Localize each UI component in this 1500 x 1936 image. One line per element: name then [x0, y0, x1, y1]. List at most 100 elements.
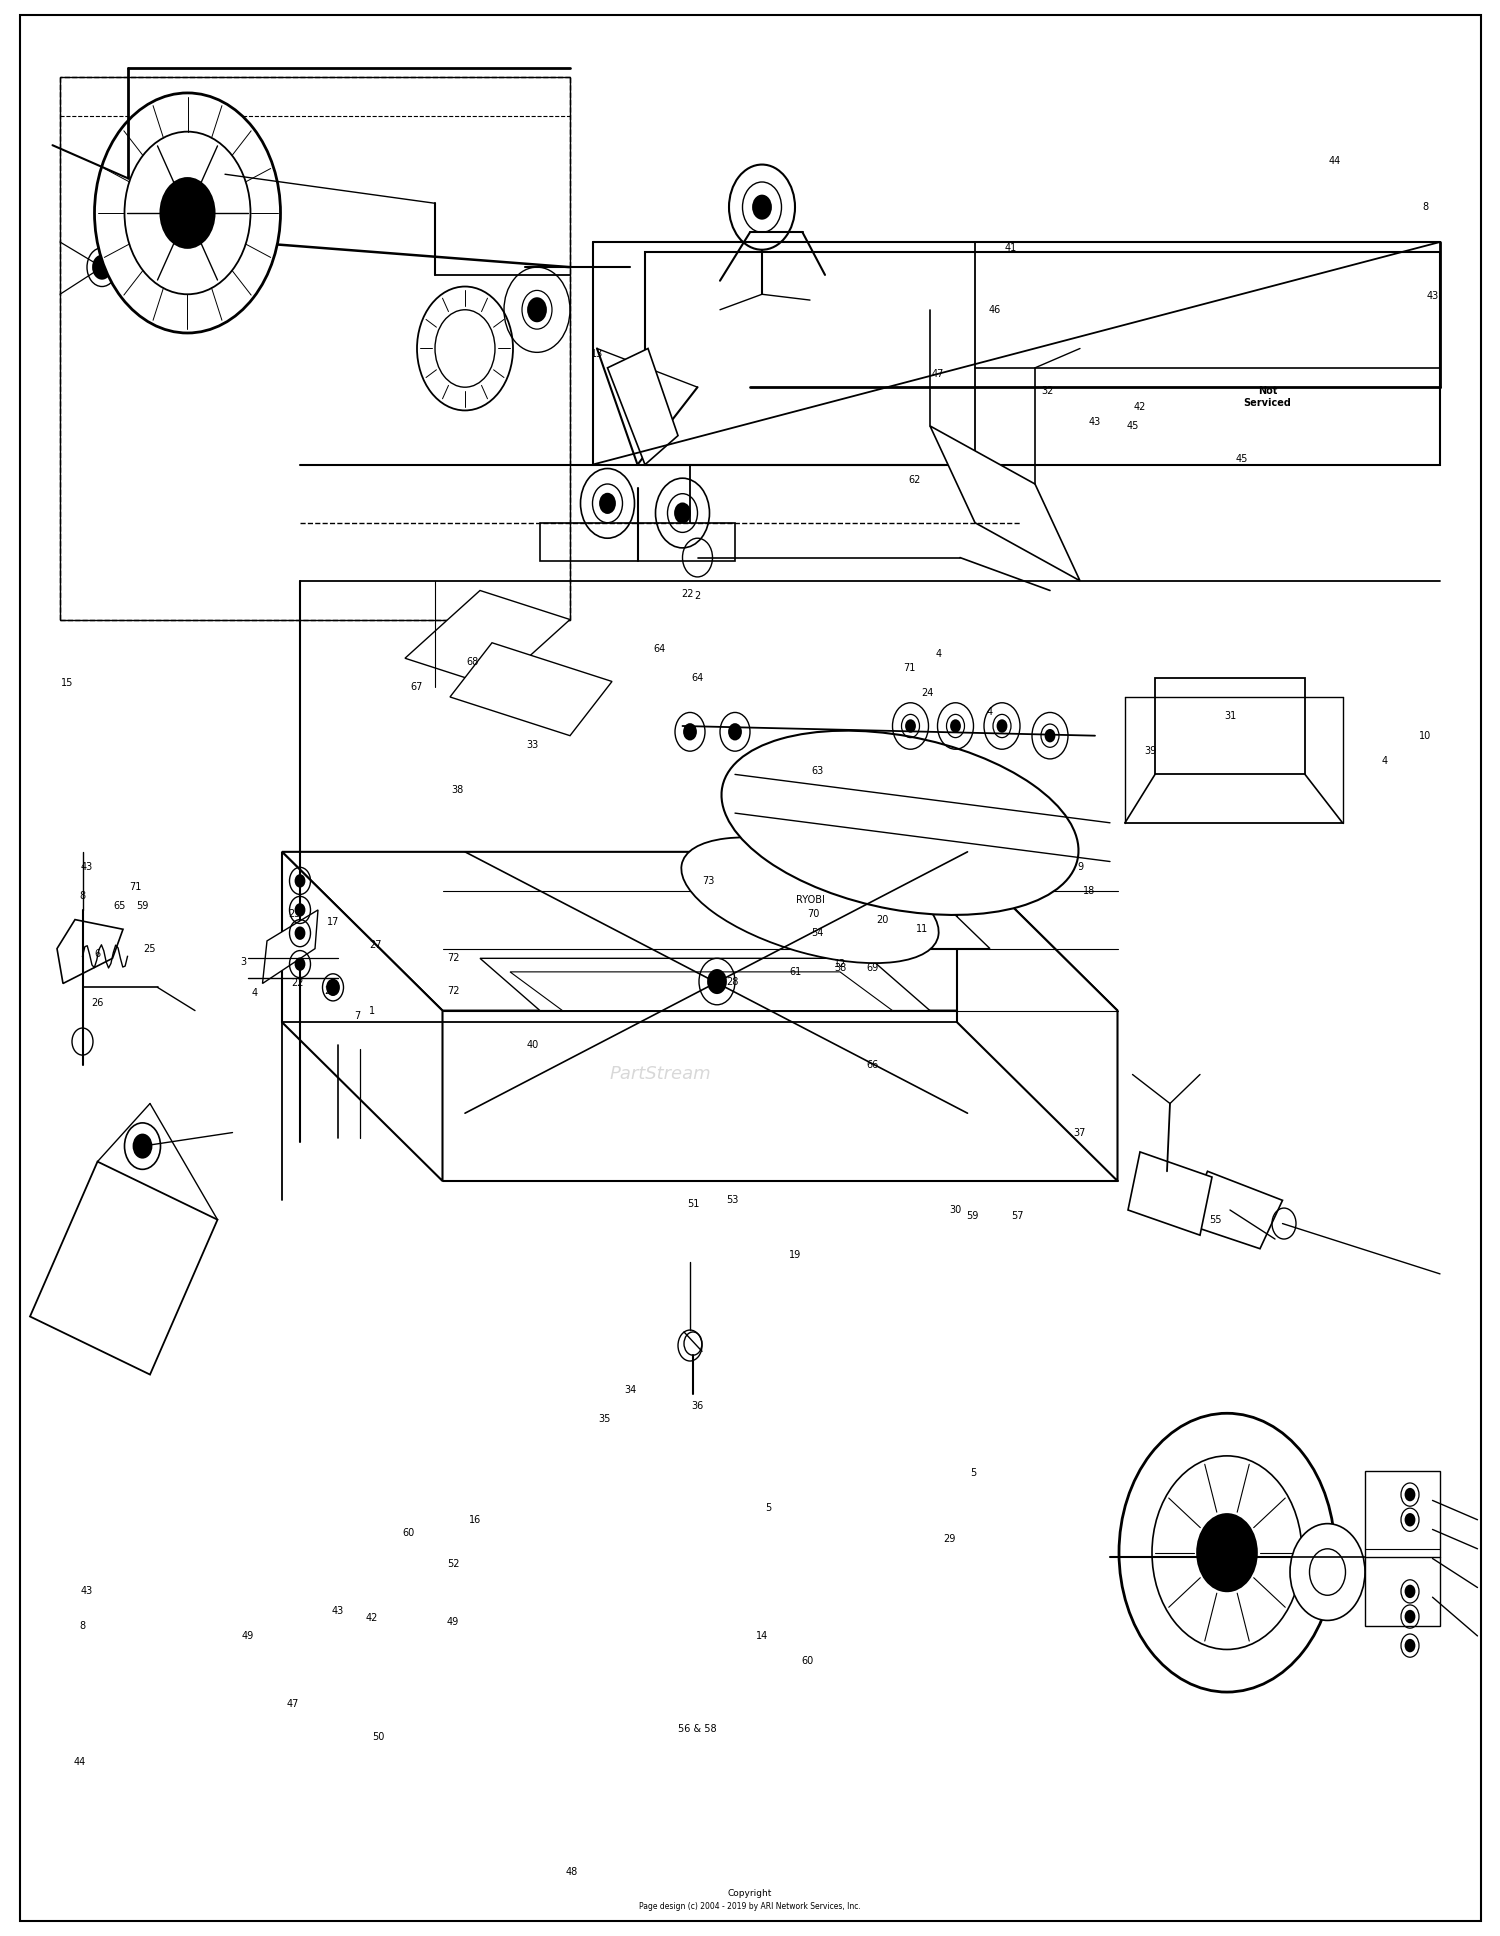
Text: 31: 31	[1224, 711, 1236, 722]
Ellipse shape	[722, 730, 1078, 916]
Text: PartStream: PartStream	[609, 1065, 711, 1084]
Text: 25: 25	[144, 943, 156, 954]
Text: 70: 70	[807, 908, 819, 920]
Text: 48: 48	[566, 1866, 578, 1878]
Text: 7: 7	[354, 1011, 360, 1022]
Circle shape	[1406, 1489, 1414, 1500]
Text: 11: 11	[916, 923, 928, 935]
Polygon shape	[957, 852, 1118, 1181]
Circle shape	[160, 178, 214, 248]
Text: 71: 71	[129, 881, 141, 892]
Circle shape	[124, 132, 250, 294]
Polygon shape	[30, 1162, 217, 1375]
Text: 19: 19	[789, 1249, 801, 1260]
Text: 8: 8	[1422, 201, 1428, 213]
Text: 6: 6	[94, 949, 100, 960]
Text: 53: 53	[726, 1195, 738, 1206]
Text: 5: 5	[765, 1502, 771, 1514]
Text: 60: 60	[402, 1528, 414, 1539]
Circle shape	[1119, 1413, 1335, 1692]
Text: 27: 27	[369, 939, 381, 951]
Text: 8: 8	[80, 1620, 86, 1632]
Text: 14: 14	[756, 1630, 768, 1642]
Ellipse shape	[681, 838, 939, 962]
Polygon shape	[930, 426, 1080, 581]
Text: 1: 1	[369, 1005, 375, 1016]
Circle shape	[906, 720, 915, 732]
Text: 45: 45	[1126, 420, 1138, 432]
Text: 29: 29	[944, 1533, 956, 1545]
Text: 45: 45	[1236, 453, 1248, 465]
Text: 21: 21	[324, 985, 336, 997]
Text: Page design (c) 2004 - 2019 by ARI Network Services, Inc.: Page design (c) 2004 - 2019 by ARI Netwo…	[639, 1903, 861, 1911]
Text: Not
Serviced: Not Serviced	[1244, 385, 1292, 408]
Circle shape	[753, 196, 771, 219]
Text: 51: 51	[687, 1198, 699, 1210]
Text: 67: 67	[411, 681, 423, 693]
Circle shape	[296, 875, 304, 887]
Text: 38: 38	[452, 784, 464, 796]
Text: 47: 47	[932, 368, 944, 379]
Text: 5: 5	[970, 1467, 976, 1479]
Text: 33: 33	[526, 740, 538, 751]
Text: 41: 41	[1005, 242, 1017, 254]
Text: 64: 64	[654, 643, 666, 654]
Text: 49: 49	[447, 1617, 459, 1628]
Text: 40: 40	[526, 1040, 538, 1051]
Circle shape	[1290, 1524, 1365, 1620]
Circle shape	[93, 256, 111, 279]
Text: 64: 64	[692, 672, 703, 683]
Text: 66: 66	[867, 1059, 879, 1071]
Text: 13: 13	[591, 348, 603, 360]
Text: 28: 28	[726, 976, 738, 987]
Circle shape	[327, 980, 339, 995]
Text: 44: 44	[74, 1756, 86, 1768]
Circle shape	[1406, 1586, 1414, 1597]
Text: 54: 54	[812, 927, 824, 939]
Text: 32: 32	[1041, 385, 1053, 397]
Circle shape	[435, 310, 495, 387]
Text: 26: 26	[92, 997, 104, 1009]
Polygon shape	[282, 852, 442, 1181]
Polygon shape	[1155, 678, 1305, 774]
Circle shape	[1310, 1549, 1346, 1595]
Text: 68: 68	[466, 656, 478, 668]
Text: 72: 72	[447, 985, 459, 997]
Circle shape	[998, 720, 1006, 732]
Circle shape	[1406, 1640, 1414, 1651]
Circle shape	[600, 494, 615, 513]
Circle shape	[528, 298, 546, 321]
Text: 39: 39	[1144, 745, 1156, 757]
Polygon shape	[608, 348, 678, 465]
Text: 42: 42	[1134, 401, 1146, 412]
Text: 73: 73	[702, 875, 714, 887]
Text: 34: 34	[624, 1384, 636, 1396]
Polygon shape	[405, 590, 570, 687]
Text: RYOBI: RYOBI	[795, 894, 825, 906]
Circle shape	[951, 720, 960, 732]
Circle shape	[296, 927, 304, 939]
Text: 12: 12	[834, 958, 846, 970]
Text: 49: 49	[242, 1630, 254, 1642]
Text: 38: 38	[834, 962, 846, 974]
Circle shape	[708, 970, 726, 993]
Text: 37: 37	[1074, 1127, 1086, 1138]
Text: 24: 24	[921, 687, 933, 699]
Text: 22: 22	[681, 589, 693, 600]
Text: 50: 50	[372, 1731, 384, 1742]
Circle shape	[134, 1134, 152, 1158]
Text: 56 & 58: 56 & 58	[678, 1723, 717, 1735]
Text: 47: 47	[286, 1698, 298, 1709]
Circle shape	[729, 724, 741, 740]
Text: 36: 36	[692, 1400, 703, 1411]
Polygon shape	[1185, 1171, 1282, 1249]
Text: 69: 69	[867, 962, 879, 974]
Circle shape	[675, 503, 690, 523]
Polygon shape	[450, 643, 612, 736]
Text: 9: 9	[1077, 862, 1083, 873]
Text: 43: 43	[1089, 416, 1101, 428]
Polygon shape	[57, 920, 123, 983]
Text: 17: 17	[327, 916, 339, 927]
Text: 30: 30	[950, 1204, 962, 1216]
Polygon shape	[262, 910, 318, 983]
